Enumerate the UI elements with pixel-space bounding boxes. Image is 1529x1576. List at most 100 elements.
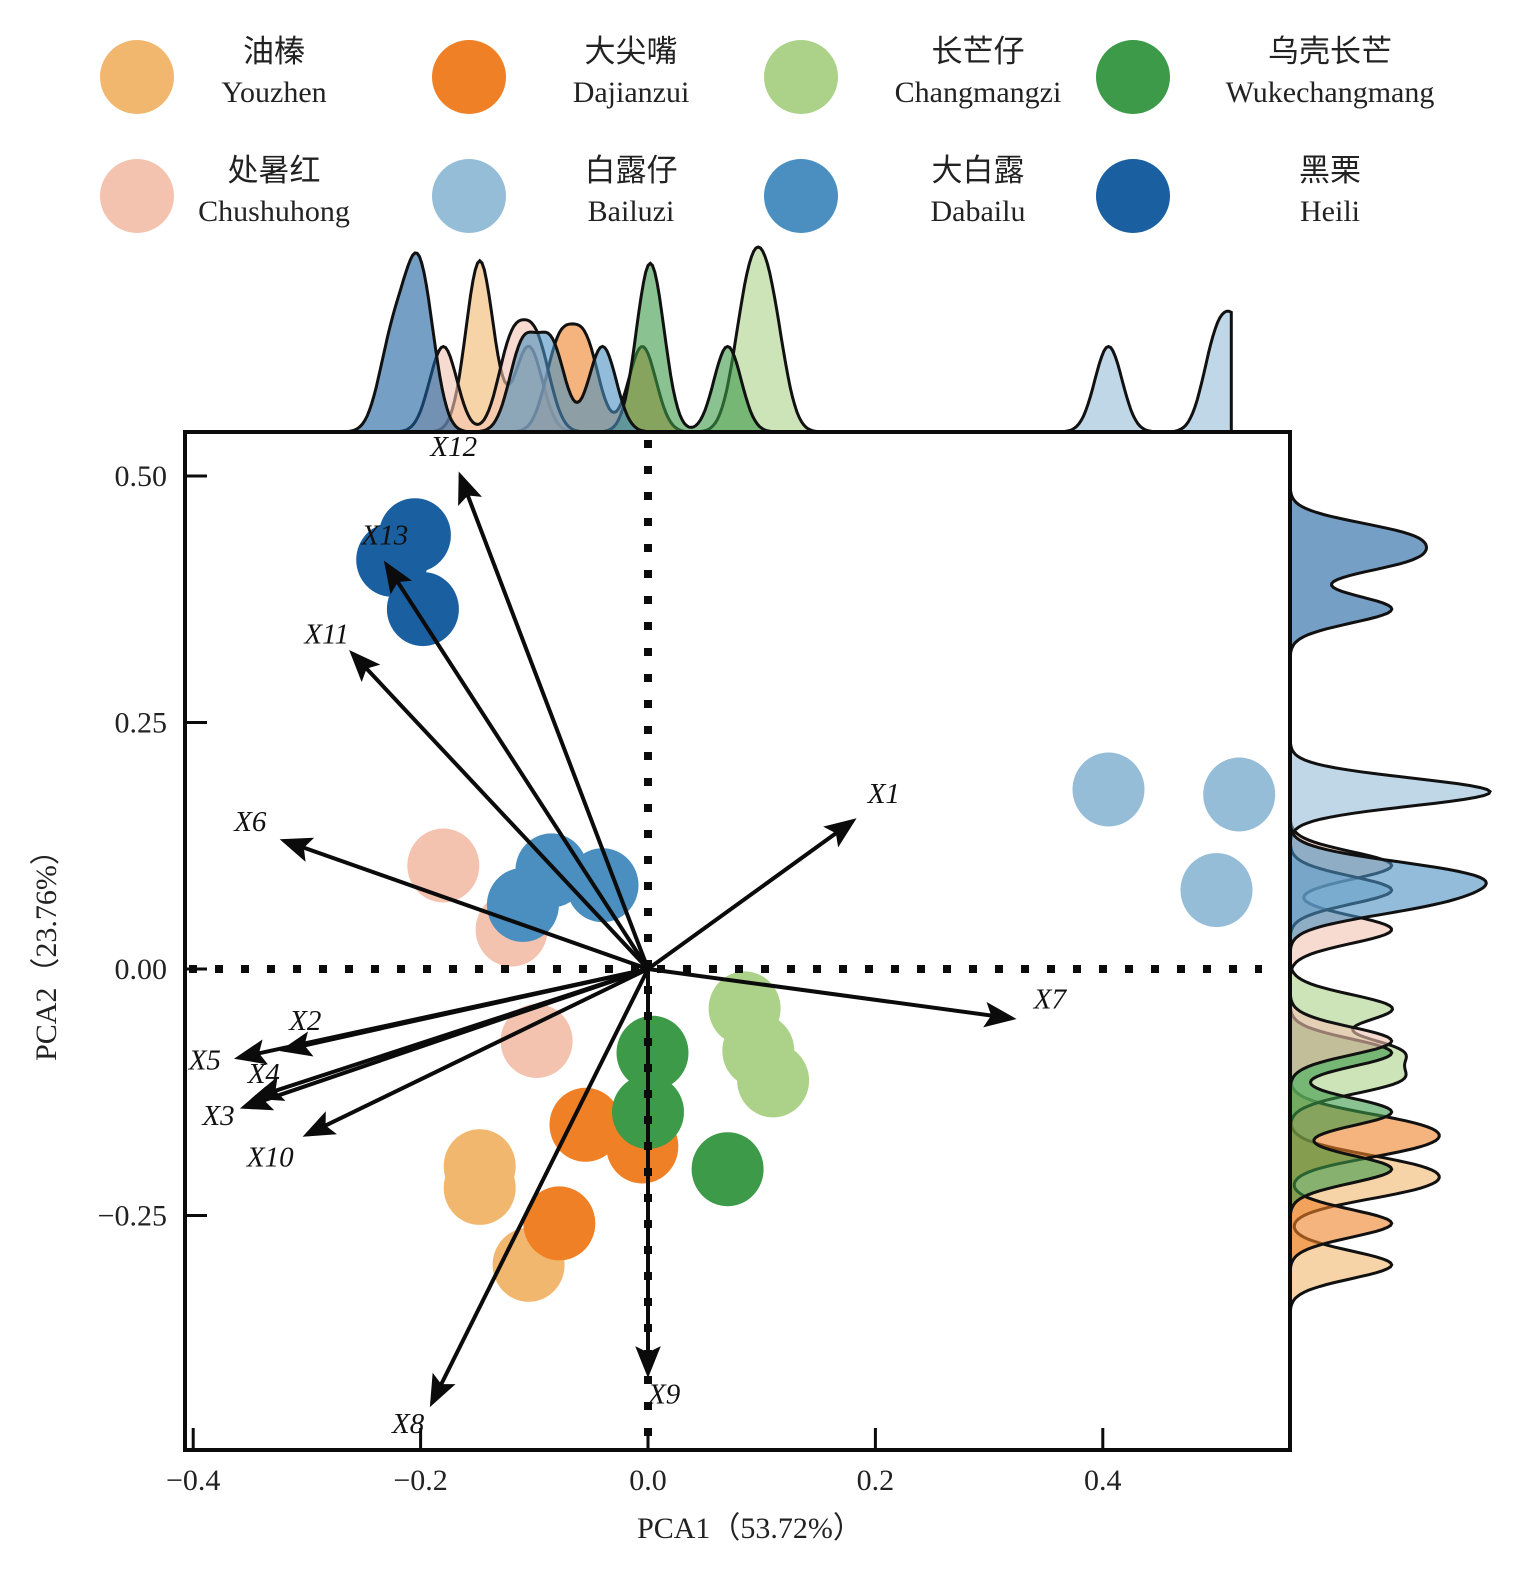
loading-arrow-x5 bbox=[234, 967, 649, 1065]
point-dajianzui bbox=[523, 1186, 596, 1261]
point-bailuzi bbox=[1203, 757, 1276, 832]
legend-swatch bbox=[432, 40, 506, 114]
legend-label-en: Youzhen bbox=[221, 76, 327, 109]
loading-label-x7: X7 bbox=[1033, 983, 1068, 1015]
legend-label: 油榛 Youzhen bbox=[184, 32, 364, 114]
legend-swatch bbox=[764, 159, 838, 233]
legend-item: 乌壳长芒 Wukechangmang bbox=[1096, 20, 1436, 120]
legend-label: 大尖嘴 Dajianzui bbox=[516, 32, 746, 114]
legend-item: 大白露 Dabailu bbox=[764, 139, 1104, 239]
legend-item: 白露仔 Bailuzi bbox=[432, 139, 772, 239]
loading-arrow-x6 bbox=[279, 837, 649, 971]
right-marginal-density bbox=[1288, 467, 1492, 1334]
loading-arrow-x7 bbox=[647, 967, 1017, 1028]
point-bailuzi bbox=[1072, 752, 1145, 827]
right-density-heili bbox=[1288, 467, 1429, 679]
legend-label-en: Dabailu bbox=[930, 195, 1026, 228]
legend-swatch bbox=[1096, 159, 1170, 233]
legend-label-en: Chushuhong bbox=[198, 195, 350, 228]
legend-item: 长芒仔 Changmangzi bbox=[764, 20, 1104, 120]
axis-ticks: −0.4 −0.2 0.0 0.2 0.4 0.50 0.25 0.00 −0.25 bbox=[98, 460, 1122, 1497]
top-density-bailuzi bbox=[1040, 309, 1233, 434]
legend: 油榛 Youzhen 大尖嘴 Dajianzui 长芒仔 Changmangzi 乌壳长芒 W… bbox=[0, 0, 1529, 250]
loading-arrow-x10 bbox=[302, 967, 649, 1137]
y-tick-label: 0.00 bbox=[115, 953, 168, 986]
legend-swatch bbox=[100, 159, 174, 233]
loading-arrow-x8 bbox=[429, 968, 650, 1408]
loading-label-x10: X10 bbox=[246, 1142, 294, 1174]
y-tick-label: −0.25 bbox=[98, 1200, 167, 1233]
legend-label: 乌壳长芒 Wukechangmang bbox=[1180, 32, 1480, 114]
top-marginal-density bbox=[324, 245, 1233, 434]
loading-label-x13: X13 bbox=[361, 520, 409, 552]
loading-label-x12: X12 bbox=[429, 431, 477, 463]
legend-item: 处暑红 Chushuhong bbox=[100, 139, 440, 239]
loading-label-x6: X6 bbox=[233, 806, 267, 838]
top-density-dabailu bbox=[454, 330, 669, 434]
x-tick-label: −0.4 bbox=[166, 1464, 220, 1497]
legend-label-cn: 大白露 bbox=[931, 153, 1025, 189]
loading-arrow-x13 bbox=[383, 560, 650, 971]
legend-label-en: Changmangzi bbox=[894, 76, 1062, 109]
legend-label-cn: 乌壳长芒 bbox=[1268, 34, 1392, 70]
scatter-points bbox=[356, 498, 1276, 1302]
legend-label: 黑栗 Heili bbox=[1180, 151, 1480, 233]
x-tick-label: 0.0 bbox=[629, 1464, 667, 1497]
legend-label-en: Bailuzi bbox=[587, 195, 675, 228]
loading-label-x2: X2 bbox=[288, 1005, 321, 1037]
point-dajianzui bbox=[549, 1087, 622, 1162]
legend-label: 长芒仔 Changmangzi bbox=[848, 32, 1108, 114]
point-bailuzi bbox=[1180, 853, 1253, 928]
point-wukechangmang bbox=[691, 1132, 764, 1207]
loading-label-x5: X5 bbox=[188, 1045, 221, 1077]
legend-label: 白露仔 Bailuzi bbox=[516, 151, 746, 233]
point-chushuhong bbox=[500, 1004, 573, 1078]
legend-swatch bbox=[764, 40, 838, 114]
legend-item: 大尖嘴 Dajianzui bbox=[432, 20, 772, 120]
legend-label-en: Heili bbox=[1300, 195, 1360, 228]
loading-arrow-x1 bbox=[646, 818, 857, 971]
loading-label-x11: X11 bbox=[303, 619, 349, 651]
y-tick-label: 0.25 bbox=[115, 707, 168, 740]
legend-label-cn: 大尖嘴 bbox=[584, 34, 678, 70]
point-changmangzi bbox=[737, 1043, 810, 1118]
loading-label-x3: X3 bbox=[201, 1100, 234, 1132]
plot-border bbox=[183, 430, 1292, 1452]
x-axis-title: PCA1（53.72%） bbox=[637, 1512, 863, 1545]
reference-lines bbox=[189, 440, 1262, 1446]
loading-label-x1: X1 bbox=[867, 778, 900, 810]
legend-label-cn: 长芒仔 bbox=[931, 34, 1025, 70]
legend-label: 处暑红 Chushuhong bbox=[184, 151, 364, 233]
legend-label-cn: 处暑红 bbox=[227, 153, 321, 189]
plot-frame bbox=[183, 430, 1292, 1452]
top-density-changmangzi bbox=[676, 245, 841, 434]
loading-arrow-x11 bbox=[349, 649, 650, 971]
legend-label-en: Dajianzui bbox=[572, 76, 690, 109]
legend-swatch bbox=[100, 40, 174, 114]
loading-arrows: X1 X2 X3 X4 X5 X6 X7 X8 X9 X10 X11 X12 X13 bbox=[188, 431, 1068, 1440]
point-youzhen bbox=[443, 1150, 516, 1225]
y-axis-title: PCA2（23.76%） bbox=[30, 835, 63, 1061]
legend-label-cn: 油榛 bbox=[243, 34, 305, 70]
point-chushuhong bbox=[407, 828, 480, 903]
loading-arrow-x4 bbox=[251, 967, 649, 1101]
x-tick-label: 0.2 bbox=[857, 1464, 895, 1497]
legend-label-cn: 黑栗 bbox=[1299, 153, 1361, 189]
point-dabailu bbox=[486, 867, 559, 942]
legend-item: 油榛 Youzhen bbox=[100, 20, 440, 120]
legend-item: 黑栗 Heili bbox=[1096, 139, 1436, 239]
legend-label-cn: 白露仔 bbox=[584, 153, 678, 189]
loading-label-x4: X4 bbox=[247, 1058, 280, 1090]
y-tick-label: 0.50 bbox=[115, 460, 168, 493]
x-tick-label: 0.4 bbox=[1084, 1464, 1122, 1497]
legend-swatch bbox=[1096, 40, 1170, 114]
x-tick-label: −0.2 bbox=[393, 1464, 447, 1497]
legend-swatch bbox=[432, 159, 506, 233]
loading-label-x8: X8 bbox=[391, 1408, 425, 1440]
legend-label: 大白露 Dabailu bbox=[848, 151, 1108, 233]
point-wukechangmang bbox=[616, 1015, 689, 1090]
loading-arrow-x12 bbox=[458, 471, 650, 970]
legend-label-en: Wukechangmang bbox=[1225, 76, 1435, 109]
loading-label-x9: X9 bbox=[647, 1378, 681, 1410]
